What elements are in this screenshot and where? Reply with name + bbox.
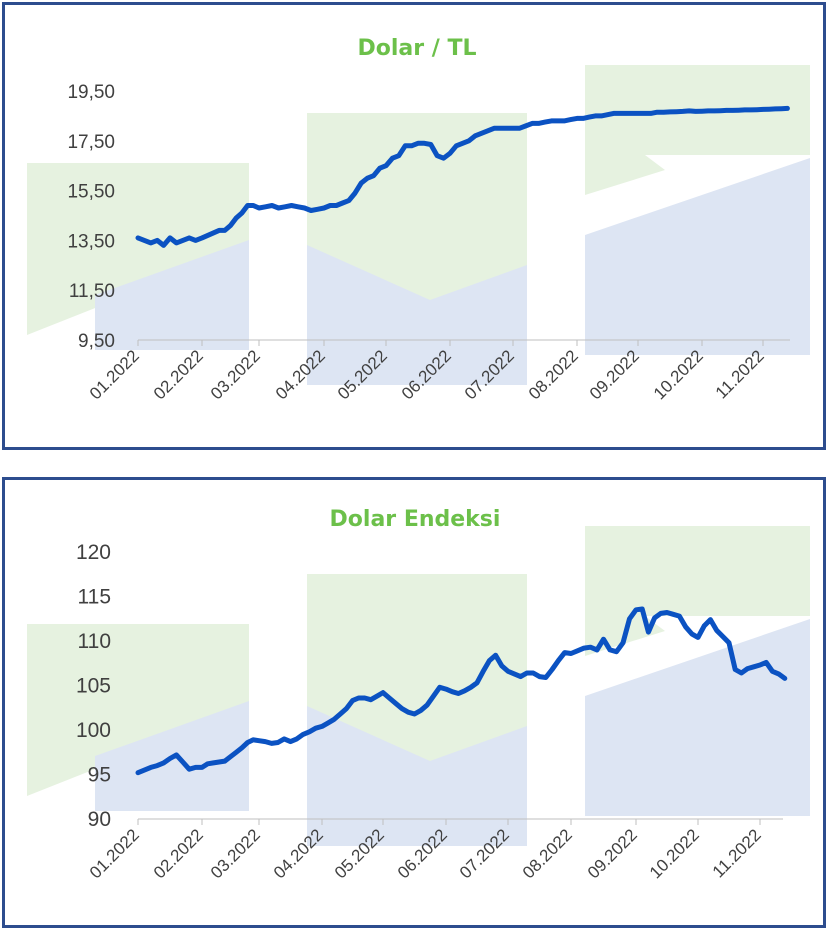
watermark-shape <box>307 706 527 846</box>
x-tick-label: 03.2022 <box>207 346 264 403</box>
y-tick-label: 19,50 <box>67 82 115 103</box>
watermark-shape <box>307 245 527 385</box>
y-tick-label: 11,50 <box>69 281 115 302</box>
chart-dolar-tl: Dolar / TL 9,50 11,50 13,50 15,50 17,50 19,50 0… <box>27 36 810 403</box>
watermark-shape <box>585 65 810 195</box>
chart-title: Dolar / TL <box>358 36 477 61</box>
x-tick-label: 09.2022 <box>584 825 641 882</box>
y-tick-label: 95 <box>88 764 111 787</box>
y-tick-label: 100 <box>76 719 111 742</box>
watermark-shape <box>95 240 249 350</box>
x-tick-label: 11.2022 <box>709 825 765 881</box>
x-tick-label: 04.2022 <box>270 825 327 882</box>
x-tick-label: 01.2022 <box>86 825 143 882</box>
y-tick-label: 13,50 <box>67 231 115 252</box>
y-tick-label: 90 <box>88 808 111 831</box>
y-tick-label: 120 <box>76 541 111 564</box>
y-tick-label: 9,50 <box>78 331 115 352</box>
watermark-shape <box>27 163 249 335</box>
x-tick-label: 10.2022 <box>646 825 703 882</box>
x-tick-label: 08.2022 <box>525 346 582 403</box>
y-tick-label: 15,50 <box>67 182 115 203</box>
y-tick-label: 105 <box>76 675 111 698</box>
x-tick-label: 08.2022 <box>519 825 576 882</box>
y-tick-label: 110 <box>78 630 111 653</box>
chart-title: Dolar Endeksi <box>330 507 501 532</box>
series-line <box>135 105 790 248</box>
watermark-shape <box>585 526 810 656</box>
x-tick-label: 02.2022 <box>150 346 207 403</box>
series-line <box>135 606 788 776</box>
x-tick-label: 02.2022 <box>150 825 207 882</box>
chart-panel-dolar-tl: Dolar / TL 9,50 11,50 13,50 15,50 17,50 19,50 0… <box>2 2 826 450</box>
x-tick-label: 03.2022 <box>207 825 264 882</box>
y-tick-label: 115 <box>78 586 111 609</box>
watermark-shape <box>585 158 810 355</box>
chart-panel-dolar-endeksi: Dolar Endeksi 90 95 100 105 110 115 120 01.2022 0… <box>2 477 826 928</box>
watermark-shape <box>27 624 249 796</box>
y-tick-label: 17,50 <box>67 132 115 153</box>
x-tick-label: 01.2022 <box>86 346 143 403</box>
